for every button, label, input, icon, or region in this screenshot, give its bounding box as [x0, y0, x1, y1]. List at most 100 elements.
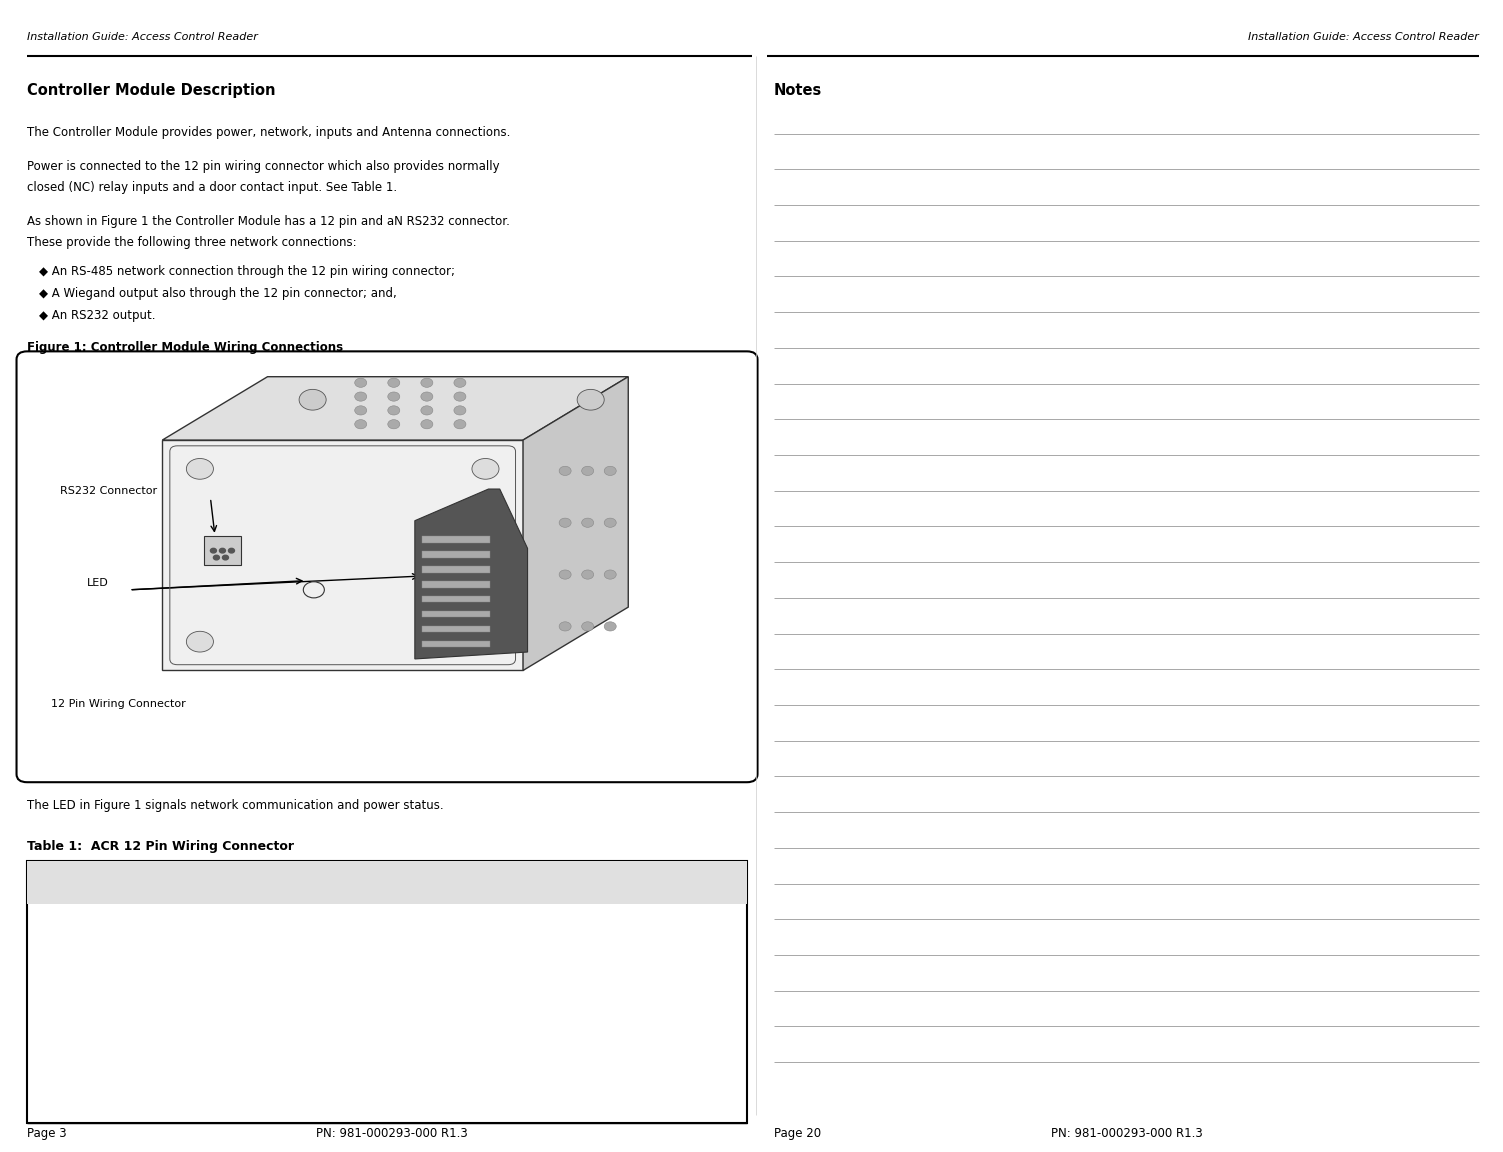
Text: 12 Pin Wiring Connector: 12 Pin Wiring Connector: [51, 699, 186, 710]
Circle shape: [582, 467, 594, 476]
Circle shape: [388, 419, 400, 429]
Circle shape: [388, 378, 400, 387]
Polygon shape: [523, 377, 628, 670]
Bar: [27, 861, 747, 904]
Text: These provide the following three network connections:: These provide the following three networ…: [27, 236, 356, 249]
Circle shape: [355, 392, 367, 401]
Text: ◆ An RS232 output.: ◆ An RS232 output.: [39, 309, 156, 321]
Circle shape: [421, 378, 433, 387]
Text: Installation Guide: Access Control Reader: Installation Guide: Access Control Reade…: [1247, 32, 1479, 43]
Circle shape: [421, 406, 433, 415]
Bar: [422, 611, 490, 617]
Circle shape: [559, 570, 571, 579]
FancyBboxPatch shape: [17, 351, 758, 782]
Polygon shape: [162, 377, 628, 440]
Circle shape: [604, 518, 616, 528]
Bar: [27, 861, 747, 1123]
Circle shape: [454, 419, 466, 429]
Text: RS485+: RS485+: [146, 999, 194, 1011]
Polygon shape: [162, 440, 523, 670]
Text: Notes: Notes: [774, 83, 822, 98]
Circle shape: [213, 555, 219, 560]
Bar: [422, 536, 490, 543]
Text: ◆ A Wiegand output also through the 12 pin connector; and,: ◆ A Wiegand output also through the 12 p…: [39, 287, 397, 300]
Circle shape: [355, 419, 367, 429]
Circle shape: [559, 518, 571, 528]
Text: 1: 1: [36, 911, 44, 924]
Text: Installation Guide: Access Control Reader: Installation Guide: Access Control Reade…: [27, 32, 259, 43]
Text: Controller Hub.: Controller Hub.: [487, 1013, 577, 1023]
Text: RS232 Connector: RS232 Connector: [60, 486, 158, 497]
Circle shape: [210, 548, 216, 553]
Text: GND: GND: [146, 955, 173, 968]
Text: 4: 4: [36, 1043, 44, 1055]
Circle shape: [186, 458, 213, 479]
Circle shape: [604, 622, 616, 631]
Text: RS485 Network: RS485 Network: [284, 1086, 374, 1099]
Circle shape: [355, 378, 367, 387]
Polygon shape: [415, 490, 528, 659]
Circle shape: [472, 631, 499, 652]
Text: RS485 Ground: RS485 Ground: [284, 1043, 370, 1055]
Text: As shown in Figure 1 the Controller Module has a 12 pin and aN RS232 connector.: As shown in Figure 1 the Controller Modu…: [27, 215, 510, 228]
Circle shape: [454, 392, 466, 401]
Circle shape: [472, 458, 499, 479]
Circle shape: [582, 518, 594, 528]
Bar: [422, 596, 490, 602]
Text: PN: 981-000293-000 R1.3: PN: 981-000293-000 R1.3: [316, 1127, 467, 1139]
Text: 500 mA @ 24 VDC ± 10%: 500 mA @ 24 VDC ± 10%: [487, 911, 639, 924]
Text: • 16 nodes, 230 kBytes/s: • 16 nodes, 230 kBytes/s: [487, 1026, 624, 1037]
Circle shape: [582, 570, 594, 579]
Text: The LED in Figure 1 signals network communication and power status.: The LED in Figure 1 signals network comm…: [27, 799, 443, 812]
Bar: [422, 581, 490, 588]
Text: Label: Label: [146, 869, 182, 881]
Circle shape: [604, 467, 616, 476]
Circle shape: [388, 392, 400, 401]
Text: Type: Type: [284, 869, 314, 881]
Circle shape: [355, 406, 367, 415]
Text: Page 3: Page 3: [27, 1127, 66, 1139]
Circle shape: [582, 622, 594, 631]
Text: LED: LED: [87, 578, 108, 589]
Text: ◆ An RS-485 network connection through the 12 pin wiring connector;: ◆ An RS-485 network connection through t…: [39, 265, 455, 278]
Text: Power ground: Power ground: [284, 955, 365, 968]
Bar: [203, 537, 240, 566]
Circle shape: [222, 555, 228, 560]
Circle shape: [304, 582, 325, 598]
Circle shape: [559, 467, 571, 476]
Text: 2: 2: [36, 955, 44, 968]
Bar: [422, 641, 490, 647]
Text: • RS485 Sub-Network headed by Area: • RS485 Sub-Network headed by Area: [487, 999, 696, 1009]
Text: Controller Module Description: Controller Module Description: [27, 83, 275, 98]
Text: Gnd: Gnd: [146, 1043, 170, 1055]
Text: Table 1:  ACR 12 Pin Wiring Connector: Table 1: ACR 12 Pin Wiring Connector: [27, 840, 295, 852]
Circle shape: [228, 548, 234, 553]
Text: RS485 Network: RS485 Network: [284, 999, 374, 1011]
Circle shape: [454, 406, 466, 415]
Text: Power is connected to the 12 pin wiring connector which also provides normally: Power is connected to the 12 pin wiring …: [27, 160, 499, 173]
Text: Description: Description: [487, 869, 564, 881]
Circle shape: [421, 392, 433, 401]
Bar: [422, 551, 490, 558]
Bar: [422, 566, 490, 573]
Text: RS485-: RS485-: [146, 1086, 188, 1099]
Circle shape: [421, 419, 433, 429]
Circle shape: [604, 570, 616, 579]
Text: Page 20: Page 20: [774, 1127, 821, 1139]
Text: 5: 5: [36, 1086, 44, 1099]
Text: V in: V in: [146, 911, 168, 924]
Text: Figure 1: Controller Module Wiring Connections: Figure 1: Controller Module Wiring Conne…: [27, 341, 343, 354]
Bar: [422, 626, 490, 632]
Circle shape: [186, 631, 213, 652]
Text: Pin #: Pin #: [36, 869, 71, 881]
Circle shape: [388, 406, 400, 415]
Text: The Controller Module provides power, network, inputs and Antenna connections.: The Controller Module provides power, ne…: [27, 126, 511, 138]
Circle shape: [577, 389, 604, 410]
Circle shape: [559, 622, 571, 631]
Text: PN: 981-000293-000 R1.3: PN: 981-000293-000 R1.3: [1051, 1127, 1202, 1139]
Circle shape: [219, 548, 225, 553]
Text: DC Power In: DC Power In: [284, 911, 355, 924]
Circle shape: [454, 378, 466, 387]
Circle shape: [299, 389, 326, 410]
Text: 3: 3: [36, 999, 44, 1011]
